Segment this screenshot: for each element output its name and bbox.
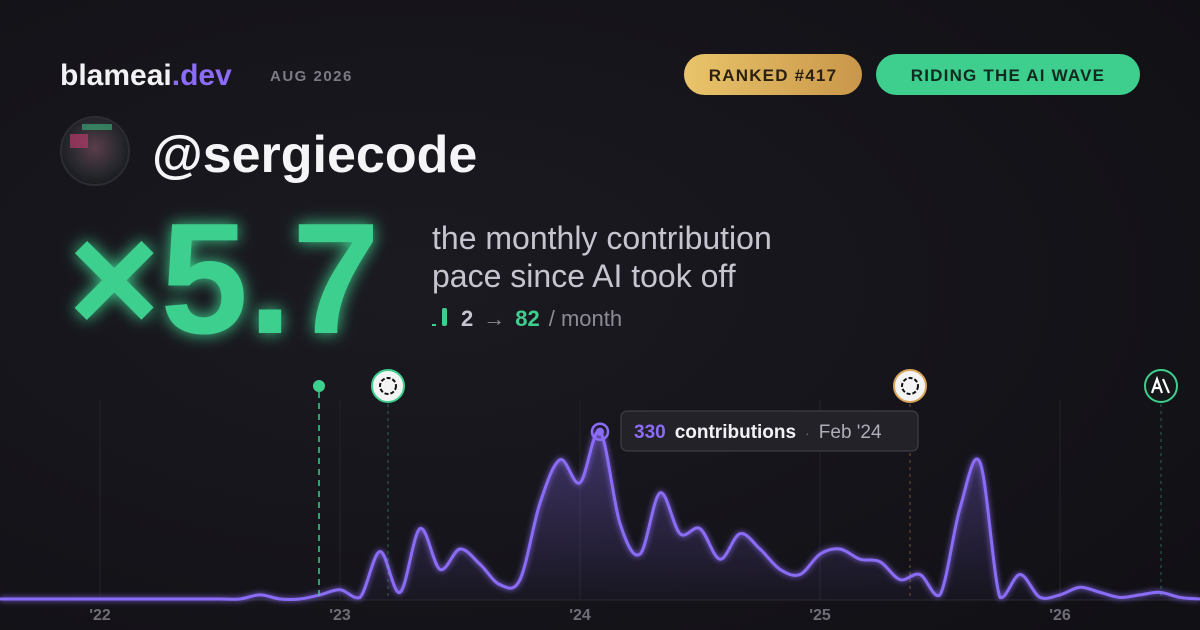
handle: @sergiecode — [152, 126, 477, 184]
tooltip: 330 contributions · Feb '24 — [620, 410, 919, 452]
multiplier: ×5.7 — [68, 191, 380, 367]
pace-arrow: → — [483, 306, 505, 331]
openai-icon-glyph — [901, 377, 919, 395]
pace-before: 2 — [461, 306, 473, 331]
x-tick-label: '22 — [89, 607, 111, 624]
date: AUG 2026 — [270, 68, 353, 85]
tooltip-box — [620, 410, 919, 452]
rank-badge-text: RANKED #417 — [709, 66, 837, 85]
tooltip-label: contributions — [675, 422, 796, 443]
x-tick-label: '23 — [329, 607, 351, 624]
brand-tld: .dev — [172, 59, 232, 92]
caption-line: pace since AI took off — [432, 258, 736, 294]
tooltip-date: Feb '24 — [819, 422, 882, 443]
brand: blameai.dev — [60, 59, 232, 92]
tooltip-value: 330 — [634, 422, 666, 443]
brand-name: blameai — [60, 59, 172, 92]
peak-marker — [590, 422, 610, 441]
avatar-detail — [70, 134, 88, 148]
plot — [0, 422, 1200, 601]
anthropic-icon — [1144, 369, 1178, 403]
area — [0, 431, 1200, 600]
event-markers — [313, 369, 1178, 600]
x-tick-label: '25 — [809, 607, 831, 624]
openai-icon-glyph — [379, 377, 397, 395]
pace: 2 → 82 / month — [461, 306, 622, 331]
x-tick-label: '24 — [569, 607, 591, 624]
anthropic-icon-glyph — [1150, 375, 1171, 394]
rank-badge — [684, 54, 862, 95]
wave-badge-text: RIDING THE AI WAVE — [911, 66, 1105, 85]
pace-unit: / month — [549, 306, 622, 331]
tooltip-separator: · — [805, 425, 810, 441]
line — [0, 430, 1200, 601]
pace-after: 82 — [515, 306, 539, 331]
openai-icon — [893, 369, 927, 403]
peak-dot — [596, 427, 604, 436]
avatar-detail — [82, 124, 112, 130]
tooltip-text: 330 contributions · Feb '24 — [634, 422, 882, 443]
x-tick-label: '26 — [1049, 607, 1071, 624]
pace-icon — [442, 308, 447, 326]
event-dot — [313, 380, 325, 392]
openai-icon — [371, 369, 405, 403]
pace-icon — [432, 324, 436, 326]
wave-badge — [876, 54, 1140, 95]
caption-line: the monthly contribution — [432, 220, 772, 256]
